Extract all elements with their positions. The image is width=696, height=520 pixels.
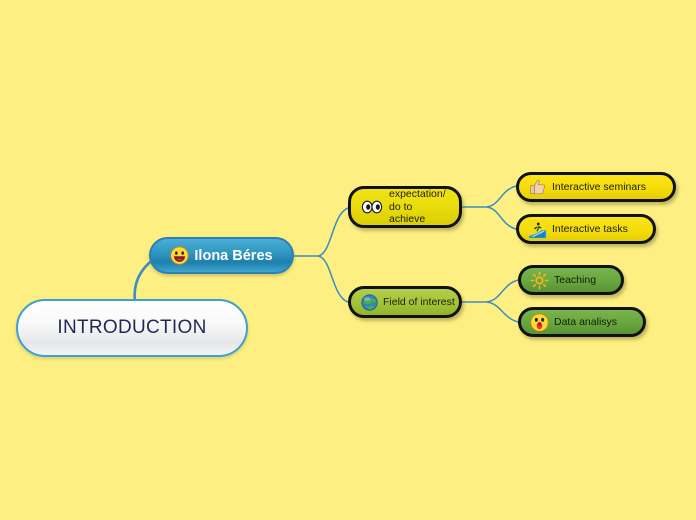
connector-expectation-to-seminars bbox=[486, 185, 517, 208]
node-ilona-beres-label: Ilona Béres bbox=[194, 247, 273, 264]
eyes-icon bbox=[361, 200, 383, 214]
thumbs-up-icon bbox=[528, 178, 547, 196]
node-introduction[interactable]: INTRODUCTION bbox=[16, 299, 248, 357]
surfer-icon bbox=[528, 219, 547, 239]
node-interactive-seminars-label: Interactive seminars bbox=[552, 181, 646, 193]
connector-field-to-data bbox=[486, 301, 519, 323]
node-teaching[interactable]: Teaching bbox=[518, 265, 624, 295]
node-expectation[interactable]: expectation/ do to achieve bbox=[348, 186, 462, 228]
connector-field-to-teaching bbox=[486, 279, 519, 303]
node-teaching-label: Teaching bbox=[554, 274, 597, 286]
node-data-analisys-label: Data analisys bbox=[554, 316, 618, 328]
node-interactive-tasks[interactable]: Interactive tasks bbox=[516, 214, 656, 244]
connector-person-to-field bbox=[317, 255, 349, 303]
node-interactive-seminars[interactable]: Interactive seminars bbox=[516, 172, 676, 202]
surprised-face-icon bbox=[530, 312, 549, 332]
node-field-of-interest-label: Field of interest bbox=[383, 296, 455, 308]
globe-icon bbox=[361, 293, 378, 311]
connector-person-to-expectation bbox=[317, 207, 349, 257]
node-ilona-beres[interactable]: Ilona Béres bbox=[149, 237, 294, 274]
smiley-face-icon bbox=[170, 246, 190, 265]
node-data-analisys[interactable]: Data analisys bbox=[518, 307, 646, 337]
sun-icon bbox=[530, 270, 549, 290]
node-field-of-interest[interactable]: Field of interest bbox=[348, 286, 462, 318]
node-interactive-tasks-label: Interactive tasks bbox=[552, 223, 628, 235]
node-expectation-label: expectation/ do to achieve bbox=[389, 188, 446, 226]
connector-expectation-to-tasks bbox=[486, 206, 517, 230]
node-introduction-label: INTRODUCTION bbox=[57, 317, 207, 338]
